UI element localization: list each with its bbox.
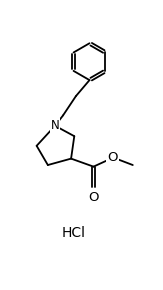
Text: O: O <box>88 191 99 204</box>
Text: N: N <box>51 119 59 132</box>
Text: O: O <box>107 151 118 164</box>
Text: HCl: HCl <box>61 226 85 240</box>
